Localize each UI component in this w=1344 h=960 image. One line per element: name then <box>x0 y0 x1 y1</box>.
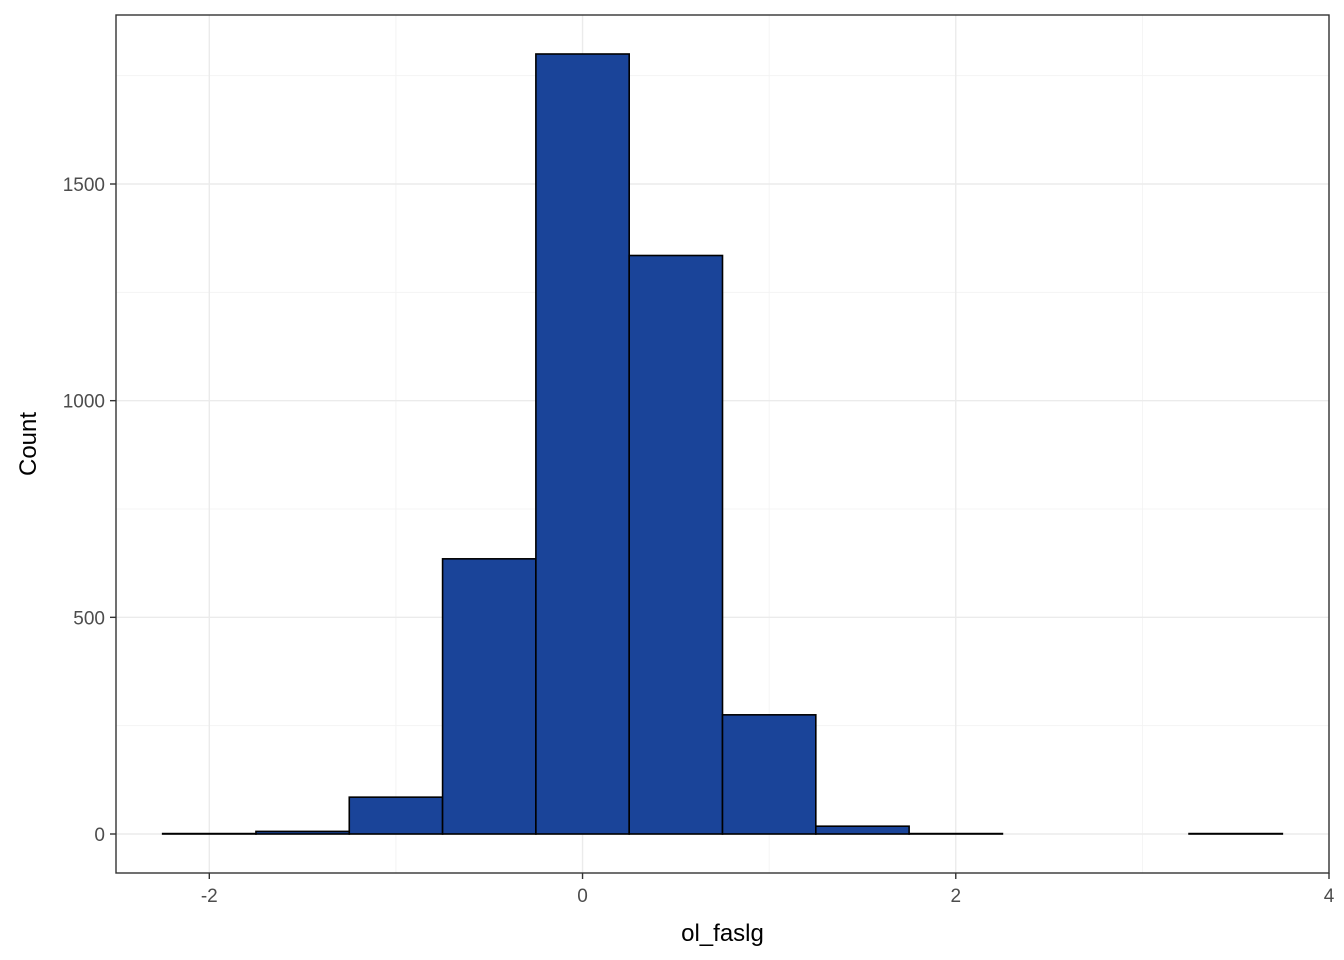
y-axis-ticks: 0 500 1000 1500 <box>63 175 116 846</box>
panel-border <box>115 14 1330 874</box>
y-tick-label-1: 500 <box>73 608 105 629</box>
x-tick-label-2: 2 <box>950 886 961 907</box>
x-tick-label-0: -2 <box>201 886 218 907</box>
histogram-bar-6 <box>721 714 817 835</box>
y-tick-label-2: 1000 <box>63 392 105 413</box>
histogram-bar-5 <box>628 254 724 835</box>
y-tick-label-3: 1500 <box>63 175 105 196</box>
histogram-bar-3 <box>441 558 537 835</box>
x-axis-title: ol_faslg <box>681 920 764 947</box>
histogram-bar-2 <box>348 796 444 835</box>
histogram-bar-4 <box>535 53 630 835</box>
x-tick-label-1: 0 <box>577 886 588 907</box>
histogram-bars <box>161 53 1284 835</box>
x-tick-label-3: 4 <box>1324 886 1335 907</box>
x-axis-ticks: -2 0 2 4 <box>201 873 1335 907</box>
histogram-bar-7 <box>815 825 910 835</box>
y-tick-label-0: 0 <box>94 825 105 846</box>
y-axis-title: Count <box>15 412 42 476</box>
histogram-bar-1 <box>255 830 351 835</box>
